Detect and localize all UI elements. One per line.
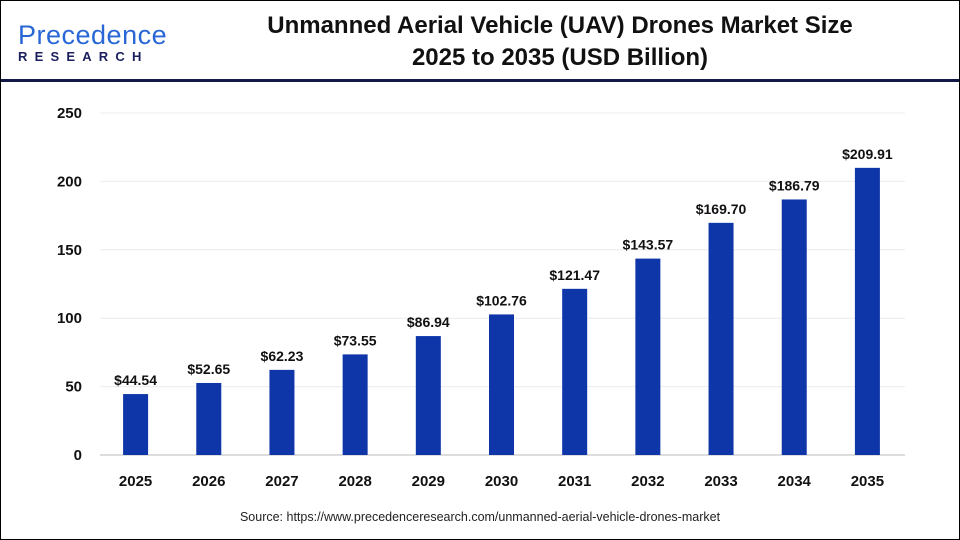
y-tick-label: 200	[57, 173, 82, 190]
data-label-2028: $73.55	[334, 332, 377, 348]
data-label-2025: $44.54	[114, 372, 157, 388]
data-label-2029: $86.94	[407, 314, 450, 330]
bar-2034	[781, 199, 807, 455]
chart-title: Unmanned Aerial Vehicle (UAV) Drones Mar…	[210, 10, 910, 74]
bar-2035	[854, 167, 880, 455]
x-tick-label-2034: 2034	[778, 473, 812, 490]
x-tick-label-2027: 2027	[265, 473, 298, 490]
x-tick-label-2028: 2028	[338, 473, 371, 490]
y-tick-label: 50	[65, 379, 82, 396]
header-divider	[1, 79, 959, 82]
data-label-2033: $169.70	[696, 201, 747, 217]
bar-2030	[489, 314, 514, 455]
logo-text-main: Precedence	[18, 20, 168, 50]
bar-2031	[562, 288, 588, 455]
bar-2033	[708, 222, 734, 455]
data-label-2032: $143.57	[623, 237, 674, 253]
bar-2028	[342, 354, 368, 455]
x-tick-label-2025: 2025	[119, 473, 152, 490]
x-tick-label-2031: 2031	[558, 473, 591, 490]
source-note: Source: https://www.precedenceresearch.c…	[239, 510, 721, 524]
y-tick-label: 250	[57, 105, 82, 122]
x-tick-label-2026: 2026	[192, 473, 225, 490]
data-label-2026: $52.65	[187, 361, 230, 377]
bar-2025	[123, 394, 149, 455]
logo: Precedence RESEARCH	[18, 22, 167, 64]
x-tick-label-2032: 2032	[631, 473, 664, 490]
bar-2032	[635, 258, 661, 455]
y-tick-label: 150	[57, 242, 82, 259]
y-tick-label: 0	[74, 447, 82, 464]
title-line-1: Unmanned Aerial Vehicle (UAV) Drones Mar…	[267, 12, 853, 39]
data-label-2027: $62.23	[261, 348, 304, 364]
bar-2026	[196, 382, 222, 455]
logo-text-sub: RESEARCH	[18, 49, 149, 64]
x-tick-label-2035: 2035	[851, 473, 884, 490]
x-tick-label-2030: 2030	[485, 473, 518, 490]
bar-2027	[269, 369, 295, 455]
data-label-2031: $121.47	[549, 267, 600, 283]
x-tick-label-2033: 2033	[704, 473, 737, 490]
bar-2029	[415, 336, 441, 455]
data-label-2035: $209.91	[842, 146, 893, 162]
data-label-2030: $102.76	[476, 292, 527, 308]
x-tick-label-2029: 2029	[412, 473, 445, 490]
title-line-2: 2025 to 2035 (USD Billion)	[411, 44, 709, 71]
data-label-2034: $186.79	[769, 177, 820, 193]
y-tick-label: 100	[57, 310, 82, 327]
